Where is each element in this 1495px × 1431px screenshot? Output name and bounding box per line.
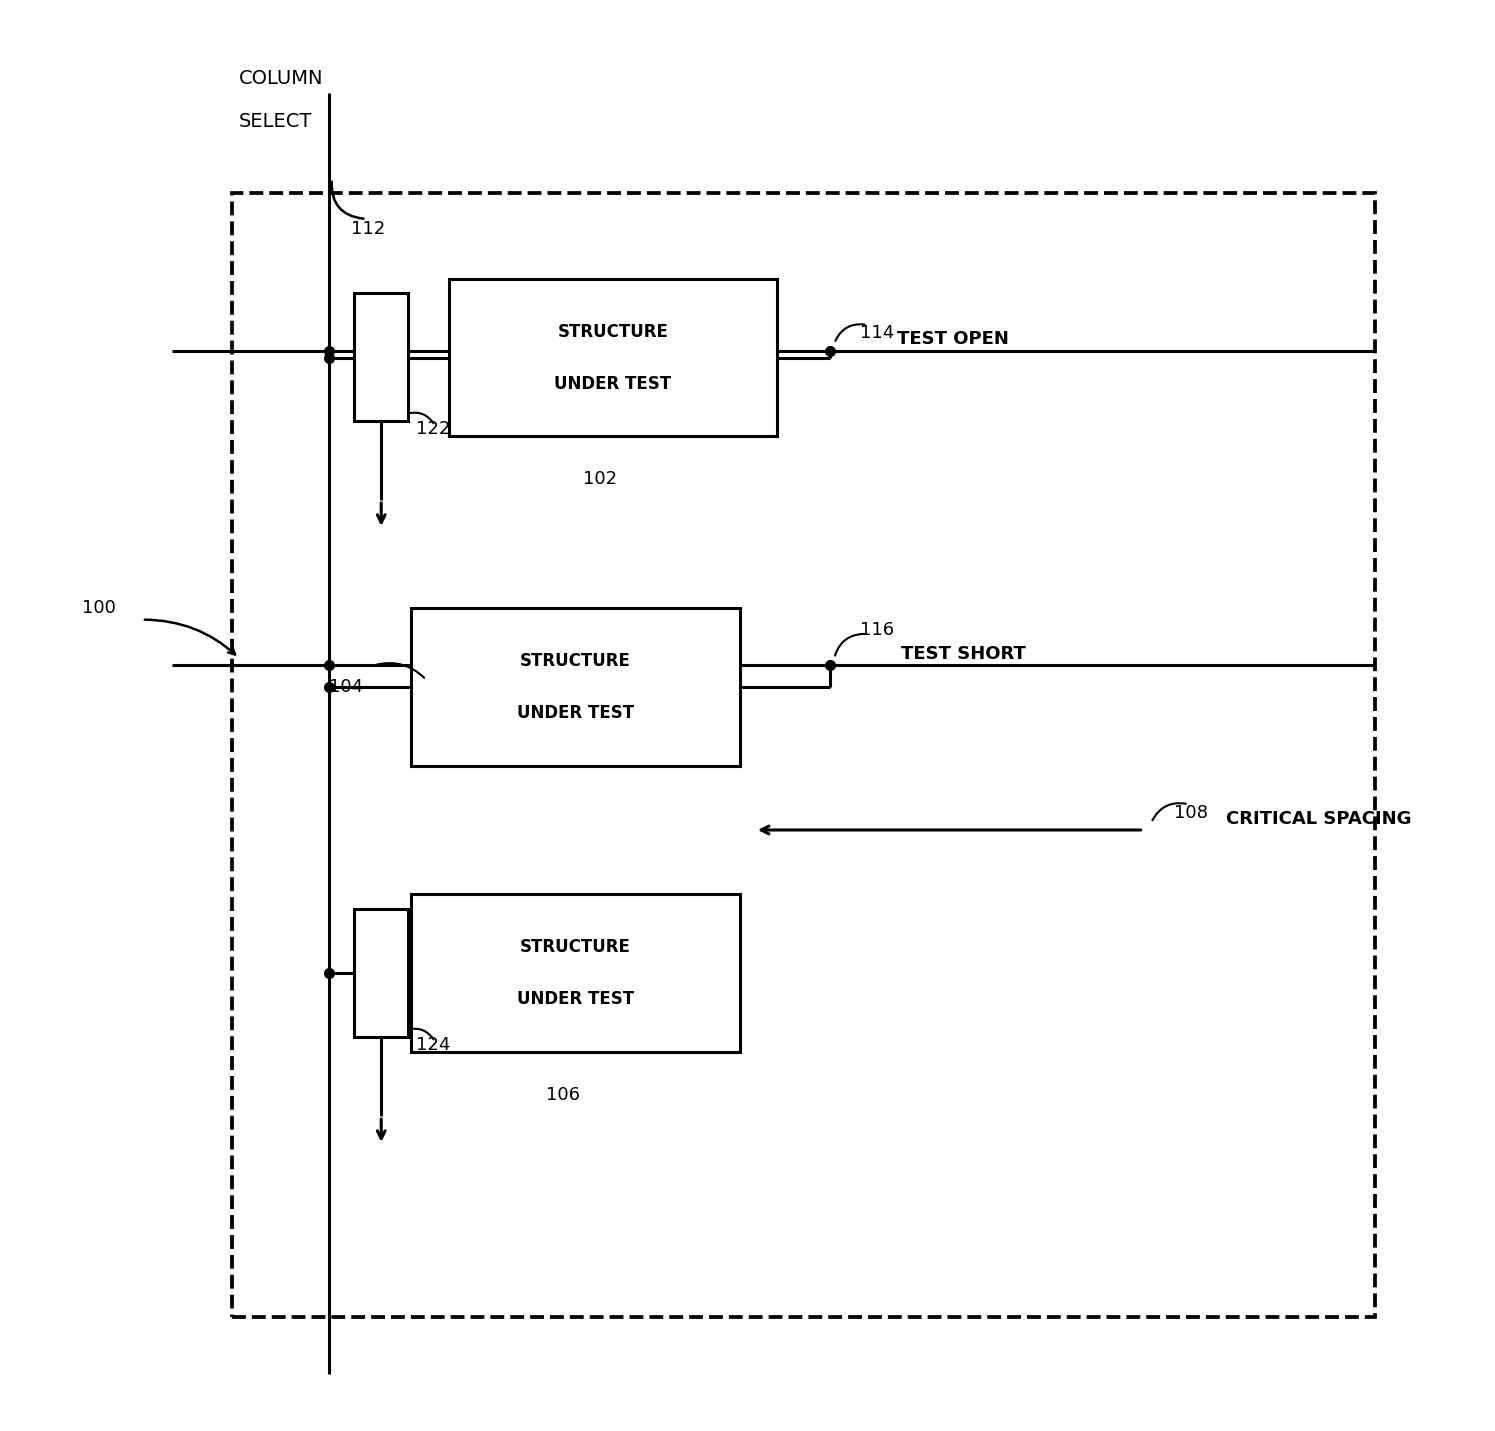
Bar [354,909,408,1037]
Text: UNDER TEST: UNDER TEST [517,704,634,721]
Text: 122: 122 [416,419,450,438]
Text: SELECT: SELECT [239,112,312,132]
Text: 112: 112 [351,220,386,238]
Text: 108: 108 [1174,804,1208,821]
Text: STRUCTURE: STRUCTURE [558,323,668,341]
Text: UNDER TEST: UNDER TEST [555,375,671,392]
Text: 106: 106 [546,1086,580,1103]
Text: CRITICAL SPACING: CRITICAL SPACING [1226,810,1411,827]
Text: STRUCTURE: STRUCTURE [520,939,631,956]
Text: 104: 104 [329,678,363,695]
Bar [354,293,408,422]
Text: 124: 124 [416,1036,450,1053]
Text: 100: 100 [82,600,117,617]
Bar [411,894,740,1052]
Text: TEST SHORT: TEST SHORT [901,645,1027,663]
Text: STRUCTURE: STRUCTURE [520,653,631,670]
Text: TEST OPEN: TEST OPEN [897,331,1009,348]
Text: 116: 116 [860,621,894,638]
Text: COLUMN: COLUMN [239,69,324,89]
Bar [411,608,740,766]
Bar [232,193,1375,1317]
Text: 114: 114 [860,325,894,342]
Text: UNDER TEST: UNDER TEST [517,990,634,1007]
Text: 102: 102 [583,471,617,488]
Bar [448,279,777,436]
